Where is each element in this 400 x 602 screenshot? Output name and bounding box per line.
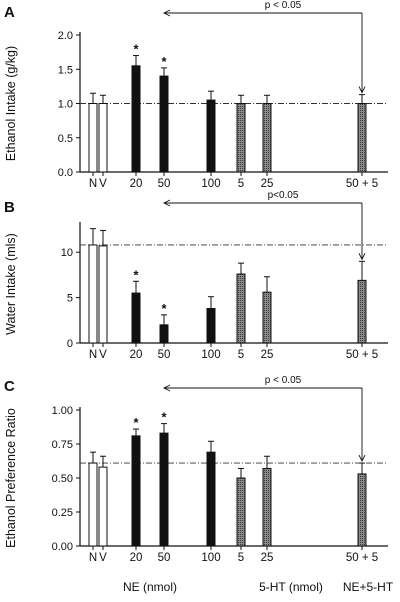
bracket-arrow — [162, 9, 171, 17]
y-tick-label: 0.5 — [58, 133, 73, 145]
panel-c: C Ethanol Preference Ratio 0.00 0.25 0.50 0.7… — [4, 375, 388, 564]
x-tick-label: 50 — [158, 178, 171, 190]
y-tick-label: 0 — [67, 338, 73, 350]
x-tick-label: 5 — [238, 349, 244, 361]
x-tick-label: 5 — [238, 552, 244, 564]
bar — [98, 103, 108, 173]
x-tick-label: 50 + 5 — [346, 349, 378, 361]
x-tick-label: 50 + 5 — [346, 178, 378, 190]
bar — [206, 99, 216, 173]
bracket-arrow — [358, 454, 366, 463]
y-axis-label: Ethanol Intake (g/kg) — [4, 46, 18, 161]
x-tick-label: N — [89, 552, 97, 564]
significance-star: * — [161, 54, 167, 69]
x-group-labels: NE (nmol) 5-HT (nmol) NE+5-HT — [123, 580, 394, 594]
x-tick-label: 25 — [261, 178, 274, 190]
y-tick-label: 0.00 — [52, 541, 73, 553]
bar — [206, 451, 216, 547]
y-tick-label: 0.75 — [52, 439, 73, 451]
x-tick-label: 5 — [238, 178, 244, 190]
bar — [131, 435, 141, 547]
x-tick-label: 20 — [130, 349, 143, 361]
y-tick-label: 2.0 — [58, 30, 73, 42]
bar — [236, 273, 246, 344]
significance-star: * — [161, 410, 167, 425]
x-tick-label: 100 — [201, 552, 220, 564]
y-tick-label: 0.50 — [52, 473, 73, 485]
y-tick-label: 10 — [61, 247, 73, 259]
x-tick-label: 50 + 5 — [346, 552, 378, 564]
y-axis-label: Water Intake (mls) — [4, 233, 18, 335]
panel-letter-a: A — [4, 4, 15, 21]
significance-star: * — [161, 301, 167, 316]
bar — [262, 291, 272, 344]
y-tick-label: 0.0 — [58, 167, 73, 179]
bar — [236, 477, 246, 547]
significance-star: * — [133, 267, 139, 282]
group-label-ne-5ht: NE+5-HT — [343, 580, 394, 594]
significance-note: p<0.05 — [268, 190, 299, 201]
x-tick-label: V — [99, 552, 107, 564]
x-tick-label: 50 — [158, 552, 171, 564]
group-label-5ht: 5-HT (nmol) — [259, 580, 323, 594]
x-tick-label: V — [99, 178, 107, 190]
x-tick-label: N — [89, 178, 97, 190]
bar — [159, 432, 169, 547]
panel-letter-b: B — [4, 199, 15, 216]
bar — [88, 244, 98, 344]
x-tick-label: 25 — [261, 552, 274, 564]
bar — [131, 292, 141, 344]
x-tick-label: 50 — [158, 349, 171, 361]
significance-star: * — [133, 42, 139, 57]
bracket-arrow — [358, 86, 366, 94]
bar — [159, 324, 169, 344]
bracket-arrow — [162, 384, 171, 392]
bar — [262, 467, 272, 547]
bar — [262, 103, 272, 173]
y-tick-label: 1.00 — [52, 405, 73, 417]
bar — [357, 103, 367, 173]
x-tick-label: 100 — [201, 178, 220, 190]
bar — [357, 473, 367, 547]
x-tick-label: V — [99, 349, 107, 361]
bar — [98, 466, 108, 547]
bracket-arrow — [162, 199, 171, 207]
bar — [236, 103, 246, 173]
y-axis-label: Ethanol Preference Ratio — [4, 408, 18, 548]
significance-star: * — [133, 415, 139, 430]
bracket-arrow — [358, 253, 366, 261]
significance-note: p < 0.05 — [265, 375, 302, 386]
y-tick-label: 5 — [67, 293, 73, 305]
panel-a: A Ethanol Intake (g/kg) 0.0 0.5 1.0 1.5 2.0 N V *… — [4, 0, 388, 190]
x-tick-label: 20 — [130, 178, 143, 190]
group-label-ne: NE (nmol) — [123, 580, 177, 594]
panel-b: B Water Intake (mls) 0 5 10 N V * 20 * 50 100 5 25 50 … — [4, 190, 388, 361]
bar — [98, 245, 108, 344]
bar — [88, 103, 98, 173]
bar — [159, 75, 169, 173]
y-tick-label: 0.25 — [52, 507, 73, 519]
bar — [357, 279, 367, 344]
y-tick-label: 1.0 — [58, 99, 73, 111]
x-tick-label: N — [89, 349, 97, 361]
bar — [88, 462, 98, 547]
x-tick-label: 100 — [201, 349, 220, 361]
x-tick-label: 20 — [130, 552, 143, 564]
bar — [131, 65, 141, 173]
x-tick-label: 25 — [261, 349, 274, 361]
panel-letter-c: C — [4, 378, 15, 395]
significance-note: p < 0.05 — [265, 0, 302, 11]
bar — [206, 308, 216, 344]
y-tick-label: 1.5 — [58, 64, 73, 76]
